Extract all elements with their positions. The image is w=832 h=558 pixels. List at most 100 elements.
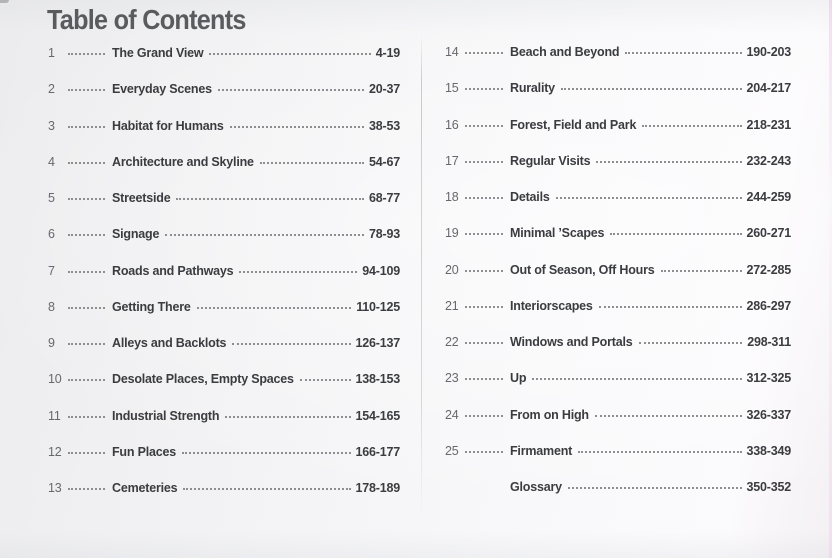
chapter-title: Desolate Places, Empty Spaces (112, 372, 294, 387)
chapter-title: Signage (112, 227, 160, 242)
chapter-number: 9 (48, 336, 55, 351)
chapter-number: 14 (445, 45, 459, 59)
chapter-title: Beach and Beyond (510, 45, 620, 59)
chapter-title: Streetside (112, 191, 171, 206)
dot-leader (68, 306, 105, 309)
page-range: 138-153 (355, 372, 401, 387)
toc-entry-row: 18 Details 244-259 (445, 190, 791, 226)
page-range: 126-137 (355, 336, 401, 351)
dot-leader (567, 487, 742, 490)
toc-entry-row: 9 Alleys and Backlots 126-137 (48, 336, 400, 372)
chapter-number: 22 (445, 335, 459, 350)
toc-entry-row: 21 Interiorscapes 286-297 (445, 299, 791, 335)
chapter-number: 19 (445, 226, 459, 241)
dot-leader (196, 306, 352, 309)
chapter-title: Up (510, 371, 527, 386)
chapter-number: 10 (48, 372, 62, 387)
dot-leader (68, 270, 105, 273)
toc-entry-row: 8 Getting There 110-125 (48, 300, 400, 336)
toc-entry-row: 24 From on High 326-337 (445, 408, 791, 444)
scan-corner-artifact (0, 0, 9, 3)
dot-leader (465, 233, 503, 236)
dot-leader (465, 378, 503, 381)
page-range: 38-53 (369, 118, 400, 133)
toc-entry-row: 20 Out of Season, Off Hours 272-285 (445, 263, 791, 299)
page-range: 312-325 (746, 371, 792, 386)
chapter-number: 2 (48, 82, 55, 97)
page-range: 244-259 (746, 190, 792, 205)
chapter-title: Out of Season, Off Hours (510, 262, 655, 277)
toc-entry-row: 11 Industrial Strength 154-165 (48, 409, 400, 445)
page-range: 260-271 (746, 226, 792, 241)
chapter-number: 6 (48, 227, 55, 242)
dot-leader (68, 343, 105, 346)
chapter-title: Interiorscapes (510, 298, 593, 313)
toc-entry-row: 10 Desolate Places, Empty Spaces 138-153 (48, 372, 400, 408)
dot-leader (68, 161, 105, 164)
dot-leader (68, 234, 105, 237)
chapter-number: 17 (445, 153, 459, 168)
dot-leader (182, 451, 351, 454)
chapter-title: Forest, Field and Park (510, 117, 637, 132)
chapter-title: From on High (510, 407, 589, 422)
chapter-number: 24 (445, 407, 459, 422)
chapter-title: Habitat for Humans (112, 118, 224, 133)
page-range: 94-109 (362, 263, 400, 278)
dot-leader (465, 197, 503, 200)
toc-entry-row: 13 Cemeteries 178-189 (48, 481, 400, 517)
chapter-title: Everyday Scenes (112, 82, 212, 97)
toc-entry-row: 23 Up 312-325 (445, 371, 791, 407)
dot-leader (465, 342, 503, 345)
dot-leader (68, 379, 105, 382)
dot-leader (68, 415, 105, 418)
toc-entry-row: 6 Signage 78-93 (48, 227, 400, 263)
dot-leader (598, 305, 742, 308)
dot-leader (594, 414, 742, 417)
toc-entry-row: 5 Streetside 68-77 (48, 191, 400, 227)
chapter-title: Fun Places (112, 444, 176, 459)
dot-leader (555, 197, 742, 200)
chapter-title: Minimal ’Scapes (510, 226, 605, 241)
dot-leader (465, 160, 503, 163)
chapter-number: 13 (48, 481, 62, 496)
toc-entry-row: 16 Forest, Field and Park 218-231 (445, 118, 791, 154)
page-range: 4-19 (375, 46, 400, 60)
chapter-title: Glossary (510, 480, 562, 495)
dot-leader (68, 53, 105, 55)
page-range: 20-37 (369, 82, 400, 97)
page-range: 190-203 (746, 45, 792, 59)
chapter-title: Rurality (510, 81, 555, 96)
page-range: 298-311 (747, 335, 791, 350)
page-range: 338-349 (746, 443, 792, 458)
chapter-number: 12 (48, 444, 62, 459)
chapter-number: 5 (48, 191, 55, 206)
chapter-number: 15 (445, 81, 459, 96)
dot-leader (165, 234, 365, 237)
page-range: 178-189 (355, 481, 401, 496)
chapter-number: 3 (48, 118, 55, 133)
dot-leader (259, 161, 365, 164)
toc-entry-row: 3 Habitat for Humans 38-53 (48, 119, 400, 155)
page-range: 272-285 (746, 262, 792, 277)
dot-leader (232, 343, 351, 346)
page-range: 68-77 (369, 191, 400, 206)
page-range: 350-352 (746, 480, 792, 495)
dot-leader (625, 52, 742, 54)
dot-leader (610, 233, 742, 236)
dot-leader (560, 88, 742, 91)
chapter-title: Firmament (510, 443, 573, 458)
dot-leader (239, 270, 358, 273)
toc-entry-row: 1 The Grand View 4-19 (48, 46, 400, 82)
dot-leader (642, 124, 742, 127)
toc-entry-row: 19 Minimal ’Scapes 260-271 (445, 226, 791, 262)
page-range: 204-217 (746, 81, 792, 96)
page-range: 54-67 (369, 154, 400, 169)
page-range: 286-297 (746, 298, 792, 313)
page-title: Table of Contents (47, 4, 246, 35)
toc-entry-row: 14 Beach and Beyond 190-203 (445, 45, 791, 81)
dot-leader (229, 125, 365, 128)
chapter-title: Details (510, 190, 550, 205)
chapter-number: 11 (48, 408, 61, 423)
page-range: 154-165 (355, 408, 401, 423)
